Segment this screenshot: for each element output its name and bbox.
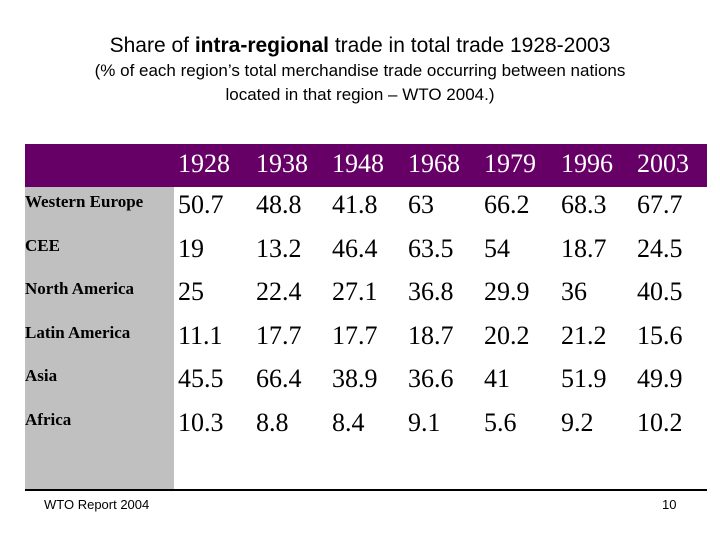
table-cell: 27.1 xyxy=(332,277,378,306)
table-cell: 11.1 xyxy=(178,320,223,350)
table-cell: 36.8 xyxy=(408,277,454,306)
page-number: 10 xyxy=(662,497,677,512)
row-label-cee: CEE xyxy=(25,235,60,255)
table-cell: 21.2 xyxy=(561,320,607,350)
subtitle: (% of each region’s total merchandise tr… xyxy=(30,59,690,107)
column-header-1948: 1948 xyxy=(332,149,384,178)
table-cell: 63.5 xyxy=(408,233,454,263)
column-header-2003: 2003 xyxy=(637,149,689,178)
title-bold: intra-regional xyxy=(194,34,330,57)
title-prefix: Share of xyxy=(109,34,195,57)
table-cell: 18.7 xyxy=(408,320,454,350)
table-cell: 68.3 xyxy=(561,190,607,219)
table-cell: 38.9 xyxy=(332,364,378,393)
table-cell: 36.6 xyxy=(408,364,454,393)
footer-source: WTO Report 2004 xyxy=(44,497,150,512)
row-label-column xyxy=(25,144,174,489)
subtitle-line-2: located in that region – WTO 2004.) xyxy=(225,85,495,104)
table-cell: 13.2 xyxy=(256,233,302,263)
subtitle-line-1: (% of each region’s total merchandise tr… xyxy=(94,61,626,80)
table-cell: 19 xyxy=(178,233,204,263)
table-cell: 49.9 xyxy=(637,364,683,393)
table-cell: 25 xyxy=(178,277,204,306)
table-cell: 17.7 xyxy=(332,320,378,350)
table-cell: 9.1 xyxy=(408,407,441,437)
row-label-north-america: North America xyxy=(25,279,135,298)
column-header-1979: 1979 xyxy=(484,149,536,178)
table-cell: 10.3 xyxy=(178,407,224,437)
column-header-1996: 1996 xyxy=(561,149,613,178)
table-cell: 8.4 xyxy=(332,407,365,437)
table-cell: 18.7 xyxy=(561,233,607,263)
table-cell: 22.4 xyxy=(256,277,302,306)
table-cell: 67.7 xyxy=(637,190,683,219)
table-cell: 15.6 xyxy=(637,320,683,350)
table-cell: 10.2 xyxy=(637,407,683,437)
table-cell: 50.7 xyxy=(178,190,224,219)
table-cell: 54 xyxy=(484,233,510,263)
table-cell: 51.9 xyxy=(561,364,607,393)
row-label-asia: Asia xyxy=(25,366,58,385)
table-cell: 17.7 xyxy=(256,320,302,350)
table-cell: 66.2 xyxy=(484,190,530,219)
title-suffix: trade in total trade 1928-2003 xyxy=(329,34,611,57)
table-cell: 5.6 xyxy=(484,407,517,437)
table-bottom-rule xyxy=(25,489,707,491)
table-cell: 20.2 xyxy=(484,320,530,350)
table-cell: 48.8 xyxy=(256,190,302,219)
row-label-latin-america: Latin America xyxy=(25,322,131,342)
trade-table: 1928 1938 1948 1968 1979 1996 2003 Western Euro… xyxy=(25,144,707,491)
table-cell: 24.5 xyxy=(637,233,683,263)
column-header-1938: 1938 xyxy=(256,149,308,178)
table-cell: 8.8 xyxy=(256,407,289,437)
row-label-western-europe: Western Europe xyxy=(25,192,144,211)
table-cell: 36 xyxy=(561,277,587,306)
header-band xyxy=(25,144,707,187)
table-cell: 41 xyxy=(484,364,510,393)
column-header-1968: 1968 xyxy=(408,149,460,178)
row-label-africa: Africa xyxy=(25,409,72,429)
column-header-1928: 1928 xyxy=(178,149,230,178)
page-title: Share of intra-regional trade in total t… xyxy=(0,33,720,59)
table-cell: 63 xyxy=(408,190,434,219)
table-cell: 46.4 xyxy=(332,233,378,263)
table-cell: 9.2 xyxy=(561,407,594,437)
table-cell: 66.4 xyxy=(256,364,302,393)
table-cell: 40.5 xyxy=(637,277,683,306)
table-cell: 41.8 xyxy=(332,190,378,219)
table-cell: 45.5 xyxy=(178,364,224,393)
table-cell: 29.9 xyxy=(484,277,530,306)
